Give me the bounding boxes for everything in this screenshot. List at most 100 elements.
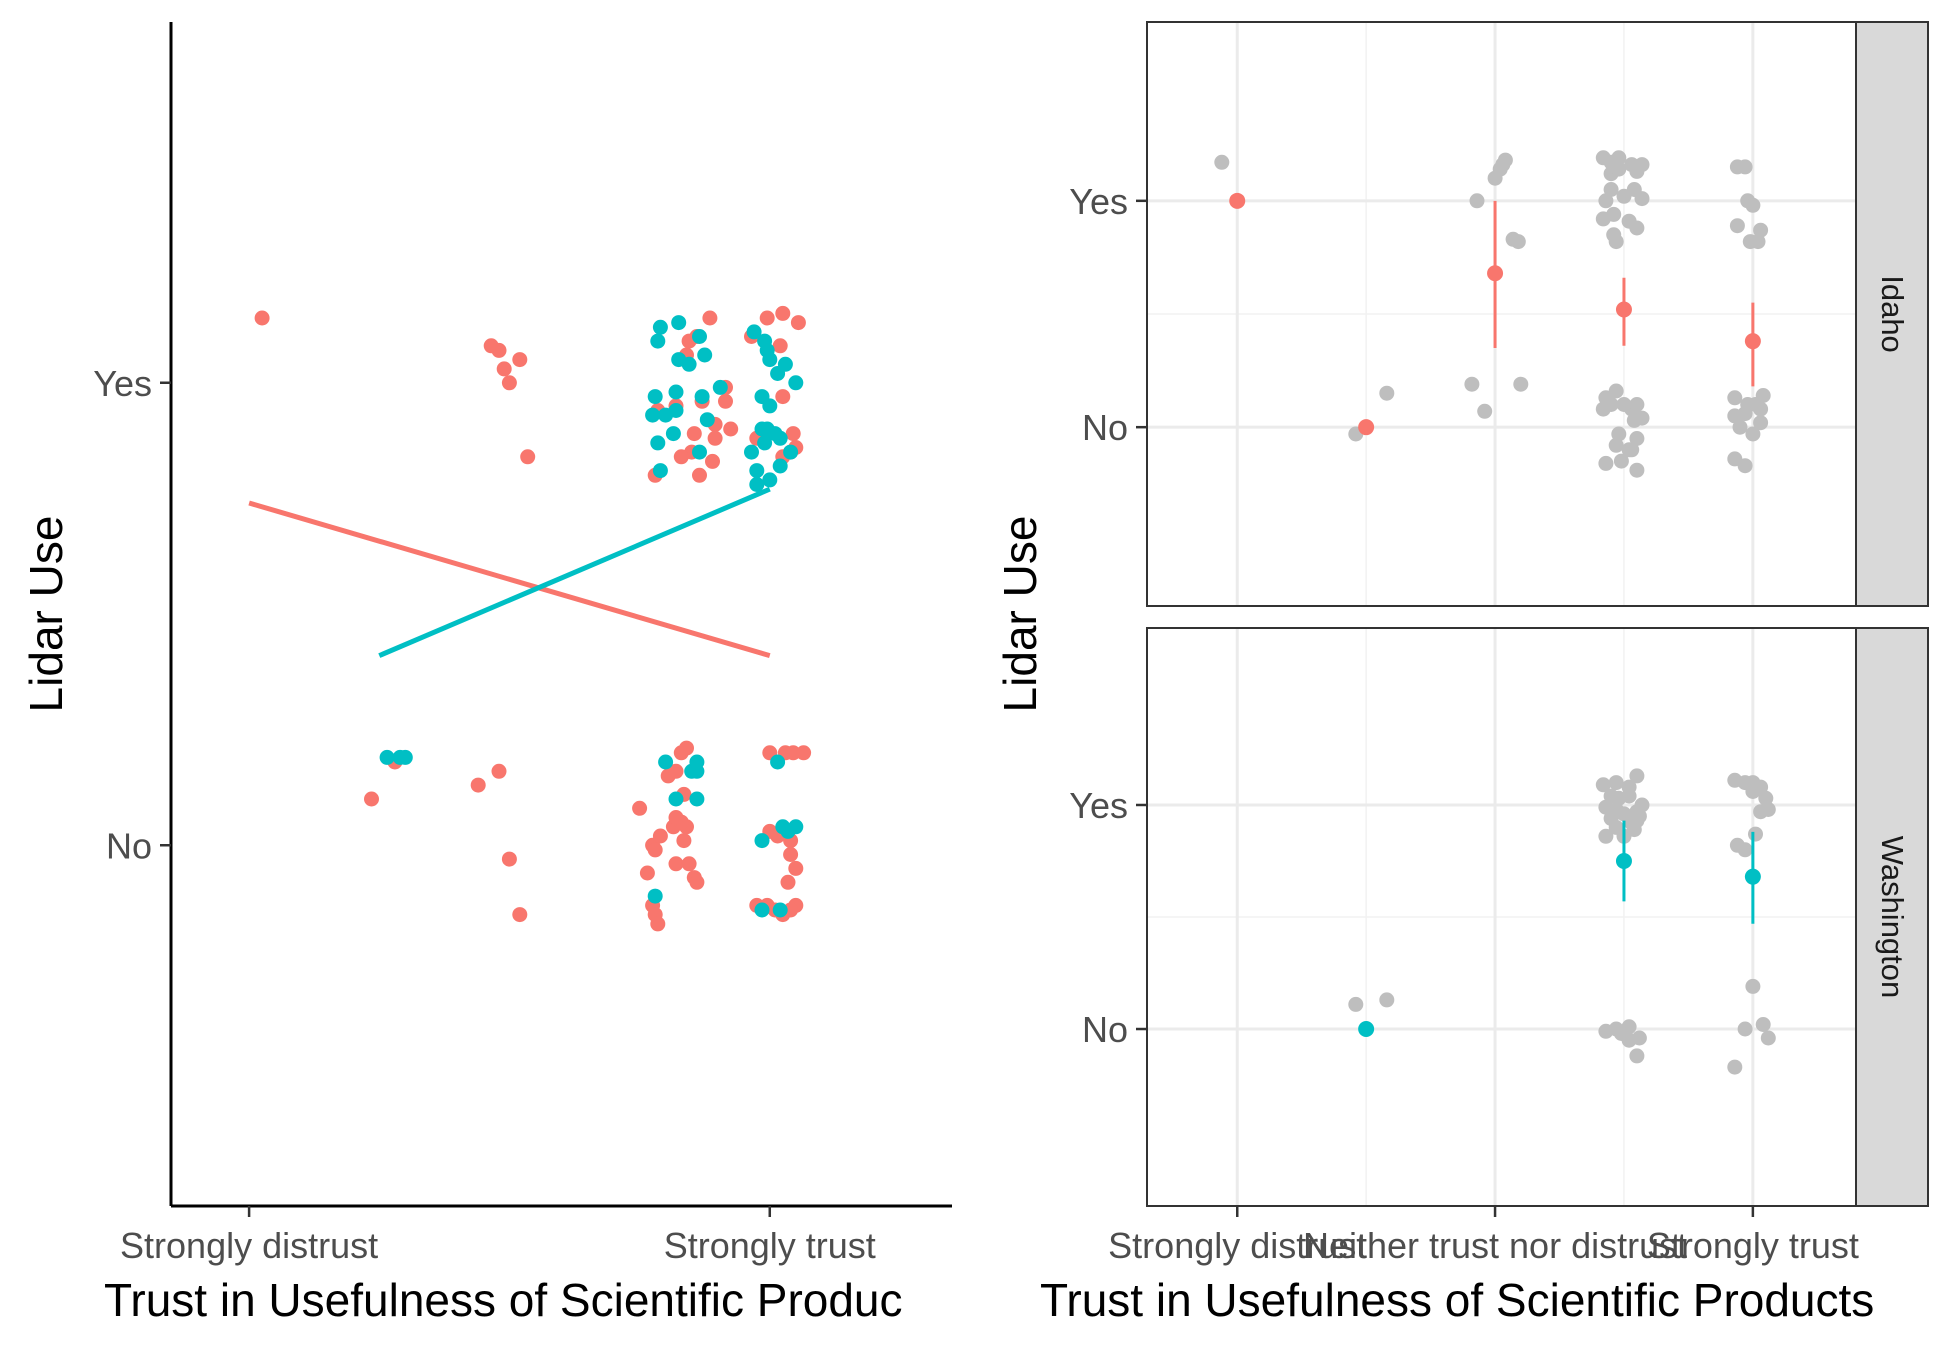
left-data-points — [254, 305, 812, 932]
left-point-washington-31 — [772, 458, 788, 474]
facet-washington-raw-point — [1379, 992, 1395, 1008]
facet-washington-strip-label: Washington — [1875, 836, 1910, 999]
left-point-idaho-39 — [470, 777, 486, 793]
left-point-idaho-34 — [501, 375, 517, 391]
left-y-axis-title: Lidar Use — [20, 516, 72, 713]
left-y-tick-label: No — [106, 825, 152, 866]
facet-idaho-strip-label: Idaho — [1875, 275, 1910, 353]
facet-idaho-raw-point — [1608, 383, 1624, 399]
left-point-idaho-22 — [759, 310, 775, 326]
facet-washington-raw-point — [1348, 996, 1364, 1012]
left-point-washington-48 — [647, 888, 663, 904]
facet-idaho-raw-point — [1379, 385, 1395, 401]
facet-idaho-raw-point — [1753, 401, 1769, 417]
facet-idaho-raw-point — [1629, 220, 1645, 236]
facet-idaho-raw-point — [1745, 426, 1761, 442]
facet-washington-mean-point — [1615, 852, 1632, 869]
left-panel: Yes No Strongly distrust Strongly trust Tru… — [20, 22, 952, 1326]
left-point-idaho-66 — [785, 745, 801, 761]
left-point-washington-51 — [754, 833, 770, 849]
facet-idaho-raw-point — [1740, 397, 1756, 412]
facet-washington-y-tick-label: Yes — [1069, 785, 1128, 826]
left-fit-lines — [248, 486, 771, 659]
left-point-idaho-10 — [673, 449, 689, 465]
facet-washington-mean-point — [1358, 1021, 1375, 1038]
right-panel: Idaho Yes No Washington Yes No Strongly dist… — [994, 21, 1929, 1326]
left-point-idaho-36 — [364, 791, 379, 807]
facet-washington-raw-point — [1755, 1017, 1771, 1032]
facet-idaho-mean-point — [1744, 333, 1761, 350]
left-point-washington-32 — [783, 444, 799, 460]
left-point-washington-27 — [757, 435, 773, 451]
left-point-idaho-51 — [668, 856, 684, 872]
right-x-axis-title: Trust in Usefulness of Scientific Produc… — [1040, 1274, 1874, 1326]
facet-idaho-raw-point — [1598, 193, 1614, 209]
left-x-axis-title: Trust in Usefulness of Scientific Produc — [104, 1274, 903, 1326]
facet-washington-raw-point — [1758, 790, 1774, 806]
left-point-washington-36 — [759, 421, 775, 437]
left-point-idaho-57 — [650, 916, 666, 932]
left-point-idaho-6 — [707, 430, 723, 446]
facet-idaho-raw-point — [1611, 150, 1627, 166]
left-point-idaho-50 — [676, 833, 692, 849]
left-point-idaho-54 — [689, 874, 705, 890]
left-point-washington-24 — [757, 333, 773, 349]
facet-idaho-raw-point — [1629, 397, 1645, 412]
facet-idaho-raw-point — [1497, 152, 1513, 168]
facet-idaho-raw-point — [1611, 161, 1627, 177]
left-point-idaho-11 — [692, 467, 707, 483]
facet-idaho-raw-point — [1727, 408, 1743, 424]
facet-washington-raw-point — [1753, 779, 1769, 795]
left-point-idaho-12 — [723, 421, 739, 437]
facet-washington-raw-point — [1608, 775, 1624, 791]
facet-washington-raw-point — [1603, 810, 1619, 826]
left-point-idaho-33 — [512, 352, 528, 368]
facet-washington-raw-point — [1631, 808, 1647, 824]
left-point-washington-55 — [780, 823, 796, 839]
left-point-washington-35 — [749, 463, 765, 479]
facet-idaho-raw-point — [1634, 157, 1650, 173]
facet-washington-raw-point — [1748, 826, 1763, 842]
left-point-washington-20 — [762, 352, 778, 368]
left-point-washington-26 — [744, 444, 759, 460]
left-point-idaho-71 — [783, 847, 799, 862]
left-point-washington-17 — [658, 407, 674, 423]
facet-washington-raw-point — [1629, 1048, 1645, 1064]
facet-idaho-raw-point — [1745, 197, 1761, 213]
facet-washington-raw-point — [1621, 788, 1637, 804]
left-point-washington-16 — [692, 444, 707, 460]
left-point-idaho-73 — [780, 874, 796, 890]
left-point-idaho-4 — [718, 393, 733, 409]
facet-idaho-raw-point — [1464, 376, 1480, 392]
left-point-washington-39 — [379, 749, 395, 765]
facet-washington-raw-point — [1595, 777, 1611, 793]
facet-idaho-raw-point — [1608, 437, 1624, 453]
facet-washington-raw-point — [1626, 822, 1642, 838]
facet-idaho-raw-point — [1595, 401, 1611, 417]
left-x-tick-label: Strongly trust — [664, 1225, 876, 1266]
left-point-washington-14 — [665, 426, 681, 442]
left-point-washington-42 — [658, 754, 674, 770]
left-point-washington-11 — [699, 412, 715, 428]
facet-idaho-raw-point — [1611, 426, 1627, 442]
left-point-idaho-40 — [501, 851, 517, 867]
left-point-washington-6 — [681, 356, 697, 372]
left-point-washington-33 — [762, 472, 778, 488]
right-x-tick-label: Neither trust nor distrust — [1303, 1225, 1687, 1266]
right-y-axis-title: Lidar Use — [994, 516, 1046, 713]
left-x-tick-label: Strongly distrust — [120, 1225, 378, 1266]
left-y-tick-label: Yes — [93, 363, 152, 404]
left-point-idaho-19 — [775, 389, 791, 405]
facet-idaho-mean-point — [1615, 301, 1632, 318]
left-point-idaho-17 — [702, 310, 718, 326]
facet-washington-raw-point — [1598, 828, 1614, 844]
facet-idaho-raw-point — [1629, 431, 1645, 446]
facet-washington-raw-point — [1634, 797, 1650, 813]
left-point-washington-5 — [697, 347, 713, 363]
facet-idaho-raw-point — [1727, 390, 1743, 406]
left-point-idaho-52 — [681, 856, 697, 872]
left-point-idaho-47 — [668, 763, 684, 779]
left-point-idaho-35 — [520, 449, 536, 465]
facet-idaho-raw-point — [1634, 191, 1650, 207]
